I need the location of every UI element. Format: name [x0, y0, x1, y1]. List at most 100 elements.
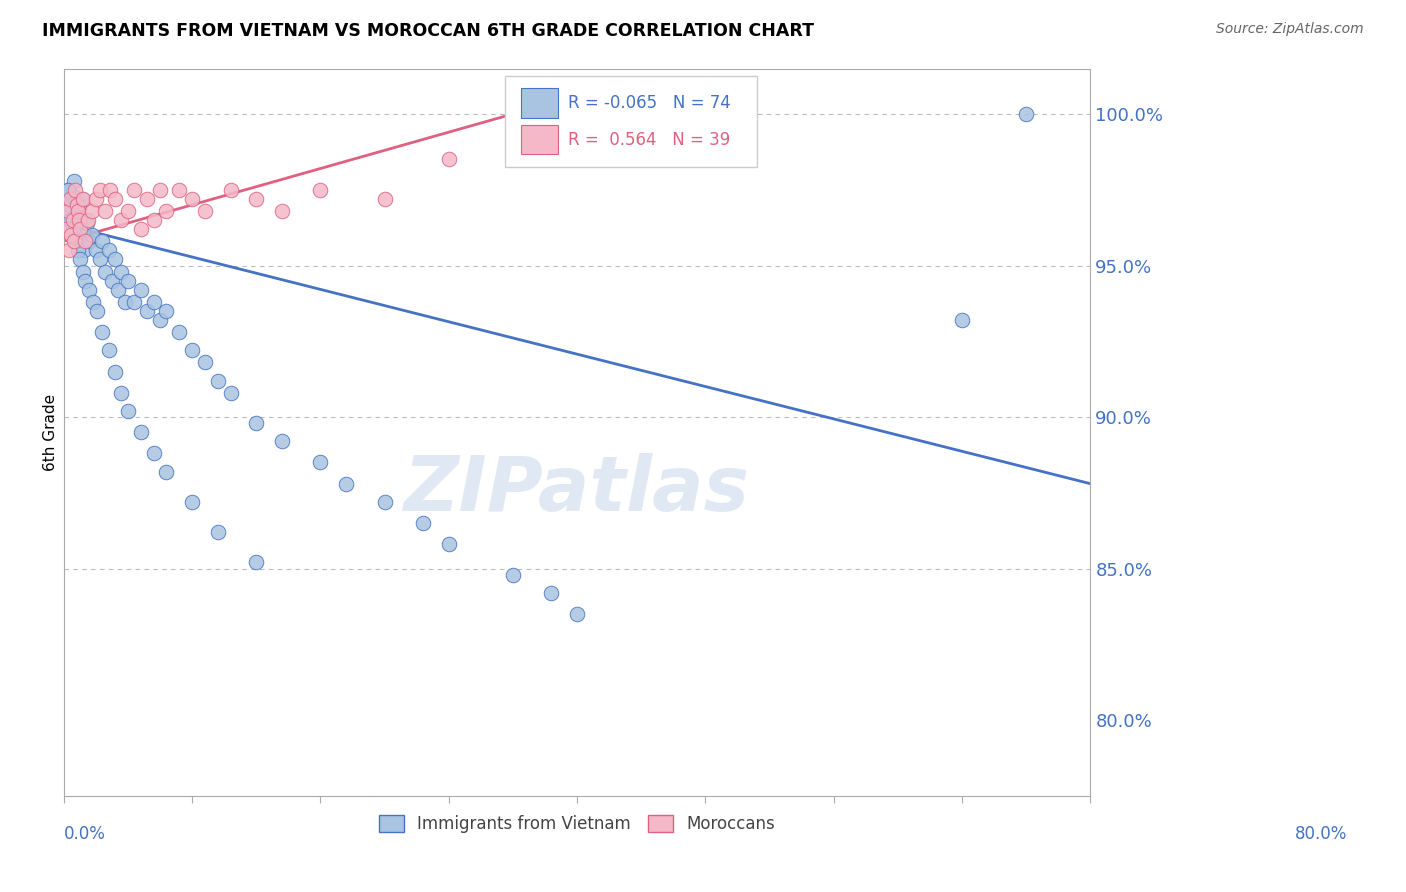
- Point: [207, 525, 229, 540]
- Point: [72, 228, 94, 243]
- Point: [437, 537, 460, 551]
- Point: [142, 294, 165, 309]
- Point: [245, 416, 267, 430]
- Point: [129, 222, 152, 236]
- Point: [56, 203, 79, 218]
- Point: [110, 264, 132, 278]
- Point: [117, 274, 139, 288]
- Y-axis label: 6th Grade: 6th Grade: [44, 393, 58, 471]
- Point: [72, 192, 94, 206]
- Point: [181, 192, 204, 206]
- Point: [155, 465, 177, 479]
- Point: [104, 252, 127, 267]
- Point: [1015, 107, 1038, 121]
- Point: [59, 213, 82, 227]
- Point: [73, 244, 96, 258]
- Point: [245, 192, 267, 206]
- Text: Source: ZipAtlas.com: Source: ZipAtlas.com: [1216, 22, 1364, 37]
- Point: [155, 304, 177, 318]
- Text: 80.0%: 80.0%: [1295, 825, 1347, 843]
- Point: [69, 222, 91, 236]
- Point: [136, 192, 159, 206]
- Point: [149, 183, 172, 197]
- Point: [65, 234, 87, 248]
- Point: [62, 189, 84, 203]
- Point: [91, 234, 114, 248]
- Point: [69, 210, 91, 224]
- Point: [66, 203, 89, 218]
- Point: [65, 222, 87, 236]
- Point: [950, 313, 973, 327]
- Point: [155, 203, 177, 218]
- Text: R = -0.065   N = 74: R = -0.065 N = 74: [568, 94, 731, 112]
- Point: [76, 216, 98, 230]
- Point: [65, 183, 87, 197]
- Point: [84, 244, 107, 258]
- Point: [89, 252, 111, 267]
- Point: [565, 607, 588, 621]
- Point: [412, 516, 434, 530]
- Point: [67, 213, 90, 227]
- Point: [79, 283, 101, 297]
- Point: [56, 183, 79, 197]
- Point: [89, 183, 111, 197]
- Point: [335, 476, 357, 491]
- Point: [63, 234, 86, 248]
- Point: [181, 495, 204, 509]
- Point: [270, 203, 292, 218]
- Point: [142, 213, 165, 227]
- Point: [97, 343, 120, 358]
- Point: [167, 325, 190, 339]
- Point: [107, 283, 129, 297]
- Point: [77, 213, 100, 227]
- Text: R =  0.564   N = 39: R = 0.564 N = 39: [568, 130, 730, 149]
- Point: [62, 222, 84, 236]
- Point: [245, 556, 267, 570]
- Point: [94, 203, 117, 218]
- Point: [59, 198, 82, 212]
- Point: [101, 274, 124, 288]
- Point: [79, 234, 101, 248]
- Text: IMMIGRANTS FROM VIETNAM VS MOROCCAN 6TH GRADE CORRELATION CHART: IMMIGRANTS FROM VIETNAM VS MOROCCAN 6TH …: [42, 22, 814, 40]
- Point: [142, 446, 165, 460]
- Text: 0.0%: 0.0%: [63, 825, 105, 843]
- Point: [122, 183, 145, 197]
- Point: [117, 404, 139, 418]
- Point: [207, 374, 229, 388]
- Point: [55, 192, 77, 206]
- Point: [110, 385, 132, 400]
- Point: [60, 228, 83, 243]
- Point: [167, 183, 190, 197]
- Point: [437, 153, 460, 167]
- Point: [97, 244, 120, 258]
- Point: [104, 365, 127, 379]
- Point: [66, 244, 89, 258]
- Point: [72, 264, 94, 278]
- Point: [56, 183, 79, 197]
- Point: [219, 183, 242, 197]
- Point: [309, 455, 332, 469]
- Point: [55, 222, 77, 236]
- FancyBboxPatch shape: [520, 125, 558, 154]
- Point: [502, 567, 524, 582]
- Point: [129, 425, 152, 440]
- Point: [67, 201, 90, 215]
- Point: [62, 213, 84, 227]
- Point: [540, 586, 562, 600]
- Point: [58, 244, 80, 258]
- Point: [59, 192, 82, 206]
- Point: [75, 234, 97, 248]
- Point: [110, 213, 132, 227]
- Point: [104, 192, 127, 206]
- Point: [75, 274, 97, 288]
- Point: [94, 264, 117, 278]
- Point: [70, 192, 93, 206]
- Point: [194, 203, 217, 218]
- Point: [98, 183, 121, 197]
- Point: [65, 194, 87, 209]
- Point: [149, 313, 172, 327]
- Point: [65, 198, 87, 212]
- FancyBboxPatch shape: [505, 76, 756, 167]
- Point: [86, 304, 108, 318]
- Point: [194, 355, 217, 369]
